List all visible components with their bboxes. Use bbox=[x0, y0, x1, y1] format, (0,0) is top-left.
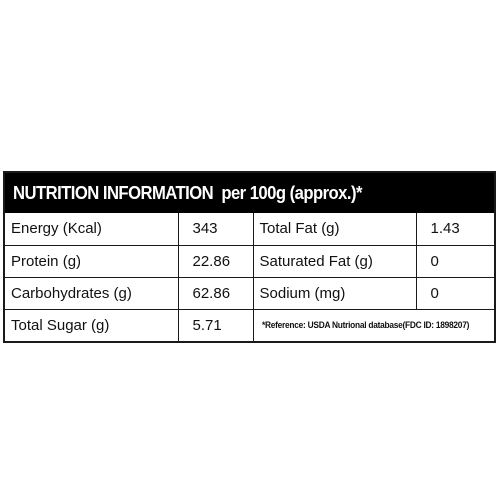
nutrient-label: Total Fat (g) bbox=[252, 213, 417, 246]
nutrition-panel: NUTRITION INFORMATION per 100g (approx.)… bbox=[3, 171, 496, 343]
nutrient-value: 343 bbox=[177, 213, 254, 246]
nutrient-label: Protein (g) bbox=[5, 244, 179, 278]
reference-note: *Reference: USDA Nutrional database(FDC … bbox=[252, 308, 494, 341]
table-row: Energy (Kcal) 343 Total Fat (g) 1.43 bbox=[5, 213, 494, 246]
nutrient-value: 62.86 bbox=[177, 276, 254, 310]
nutrient-label: Carbohydrates (g) bbox=[5, 276, 179, 310]
nutrient-value: 22.86 bbox=[177, 244, 254, 278]
nutrient-label: Sodium (mg) bbox=[252, 276, 417, 310]
reference-note-text: *Reference: USDA Nutrional database(FDC … bbox=[261, 319, 469, 331]
nutrition-title-sub: per 100g (approx.)* bbox=[221, 182, 362, 203]
table-row: Total Sugar (g) 5.71 *Reference: USDA Nu… bbox=[5, 308, 494, 341]
nutrient-label: Energy (Kcal) bbox=[5, 213, 179, 246]
nutrient-value: 0 bbox=[415, 244, 494, 278]
nutrient-value: 1.43 bbox=[415, 213, 494, 246]
nutrition-table: Energy (Kcal) 343 Total Fat (g) 1.43 Pro… bbox=[5, 213, 494, 341]
nutrient-label: Saturated Fat (g) bbox=[252, 244, 417, 278]
table-row: Protein (g) 22.86 Saturated Fat (g) 0 bbox=[5, 244, 494, 278]
nutrient-value: 0 bbox=[415, 276, 494, 310]
nutrient-label: Total Sugar (g) bbox=[5, 308, 179, 341]
nutrition-title-main: NUTRITION INFORMATION bbox=[13, 182, 214, 203]
nutrition-title: NUTRITION INFORMATION per 100g (approx.)… bbox=[13, 182, 362, 204]
nutrient-value: 5.71 bbox=[177, 308, 254, 341]
table-row: Carbohydrates (g) 62.86 Sodium (mg) 0 bbox=[5, 276, 494, 310]
nutrition-header: NUTRITION INFORMATION per 100g (approx.)… bbox=[5, 173, 494, 213]
